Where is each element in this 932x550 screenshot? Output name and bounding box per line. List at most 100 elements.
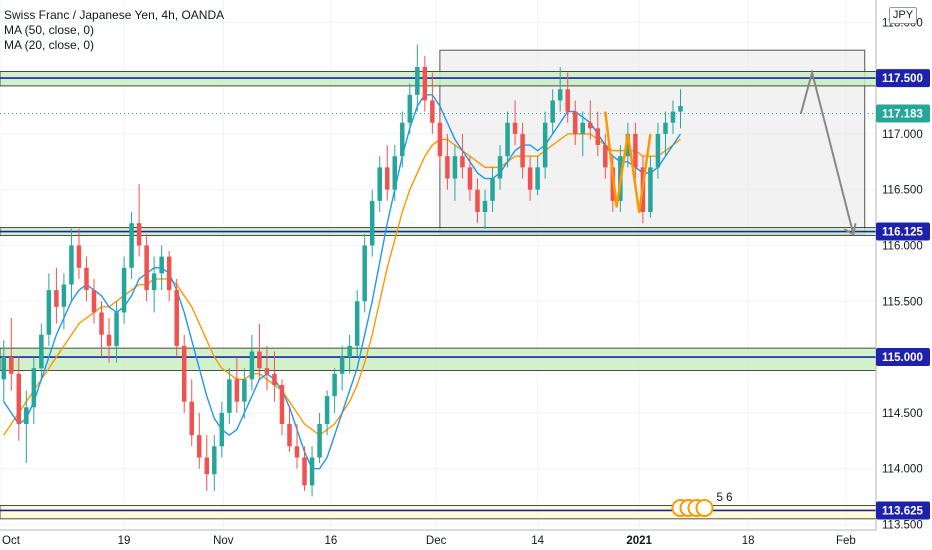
candle-body [678, 106, 683, 112]
candle-body [189, 401, 194, 436]
candle-body [309, 457, 315, 486]
candle-body [588, 122, 593, 129]
candle-body [475, 189, 480, 212]
x-tick-label: 16 [324, 535, 337, 547]
projection-arrowhead [843, 223, 857, 236]
candle-body [467, 167, 473, 190]
candle-body [219, 412, 225, 447]
candle-body [294, 446, 300, 458]
chart-legend: Swiss Franc / Japanese Yen, 4h, OANDA MA… [4, 8, 224, 53]
candle-body [234, 379, 240, 402]
candle-body [460, 156, 465, 168]
candle-body [144, 245, 149, 291]
y-tick-label: 113.500 [882, 519, 923, 531]
candle-body [129, 223, 134, 268]
candle-body [91, 290, 97, 313]
candle-body [204, 457, 210, 475]
candle-body [663, 122, 668, 134]
candle-body [272, 373, 277, 385]
candle-body [324, 396, 330, 424]
symbol-title[interactable]: Swiss Franc / Japanese Yen, 4h, OANDA [4, 8, 225, 22]
candle-body [1, 357, 7, 380]
candle-body [512, 122, 518, 134]
candle-body [648, 167, 653, 212]
candle-body [482, 200, 488, 212]
currency-badge[interactable]: JPY [889, 7, 917, 24]
y-tick-label: 114.000 [882, 464, 923, 476]
candle-body [520, 133, 525, 168]
candle-body [527, 167, 533, 190]
ma50-legend[interactable]: MA (50, close, 0) [4, 23, 95, 37]
candle-body [407, 94, 413, 123]
candle-body [542, 122, 548, 168]
candle-body [302, 457, 307, 486]
y-tick-label: 116.000 [882, 240, 923, 252]
candle-body [121, 267, 127, 313]
candle-body [99, 312, 104, 335]
x-tick-label: 18 [742, 535, 755, 547]
x-tick-label: 2021 [626, 535, 652, 547]
level-price-label-bg [876, 69, 930, 88]
level-price-label: 113.625 [882, 505, 924, 517]
candle-body [106, 334, 112, 346]
level-price-label: 116.125 [882, 227, 924, 239]
candle-body [362, 245, 367, 302]
candle-body [212, 446, 217, 475]
candle-body [46, 290, 52, 335]
candle-body [9, 357, 14, 374]
x-tick-label: 14 [531, 535, 544, 547]
candle-body [400, 122, 405, 157]
candle-body [174, 290, 179, 346]
candle-body [151, 273, 157, 291]
candle-body [437, 122, 443, 157]
candle-body [287, 424, 292, 447]
event-marker [695, 499, 714, 517]
candle-body [392, 156, 398, 190]
candle-body [377, 167, 382, 201]
candle-body [197, 435, 202, 458]
candle-body [430, 100, 435, 123]
candle-body [497, 156, 503, 179]
current-price-label: 117.183 [882, 108, 923, 120]
candle-body [603, 145, 608, 168]
x-tick-label: Dec [426, 535, 447, 547]
candle-body [39, 334, 44, 369]
candle-body [242, 379, 247, 402]
candle-body [76, 245, 82, 268]
candle-body [565, 89, 570, 112]
candle-body [279, 384, 285, 424]
level-price-label: 117.500 [882, 73, 923, 85]
candle-body [550, 100, 555, 123]
candle-body [69, 245, 74, 285]
candle-body [572, 111, 578, 134]
candle-body [347, 345, 352, 358]
candle-body [415, 66, 420, 95]
candle-body [384, 167, 390, 190]
candle-body [422, 66, 428, 101]
candle-body [369, 200, 375, 246]
ma20-legend[interactable]: MA (20, close, 0) [4, 38, 95, 52]
projection-arrow [799, 68, 855, 235]
candle-body [257, 351, 262, 369]
candle-body [490, 178, 495, 201]
y-tick-label: 115.500 [882, 296, 923, 308]
y-tick-label: 114.500 [882, 408, 923, 420]
candle-body [354, 301, 360, 346]
event-badge-text: 5 6 [716, 492, 732, 504]
candle-body [317, 424, 322, 458]
candle-body [249, 351, 255, 380]
x-tick-label: 19 [118, 535, 131, 547]
zone-band [0, 347, 877, 371]
candle-body [84, 267, 89, 291]
level-price-label: 115.000 [882, 352, 923, 364]
candle-body [136, 223, 142, 246]
x-tick-label: Feb [836, 535, 856, 547]
candle-body [595, 128, 601, 146]
candle-body [670, 111, 676, 123]
candle-body [580, 122, 586, 134]
level-price-label-bg [876, 222, 930, 241]
x-tick-label: Oct [2, 535, 21, 547]
candle-body [181, 345, 187, 402]
